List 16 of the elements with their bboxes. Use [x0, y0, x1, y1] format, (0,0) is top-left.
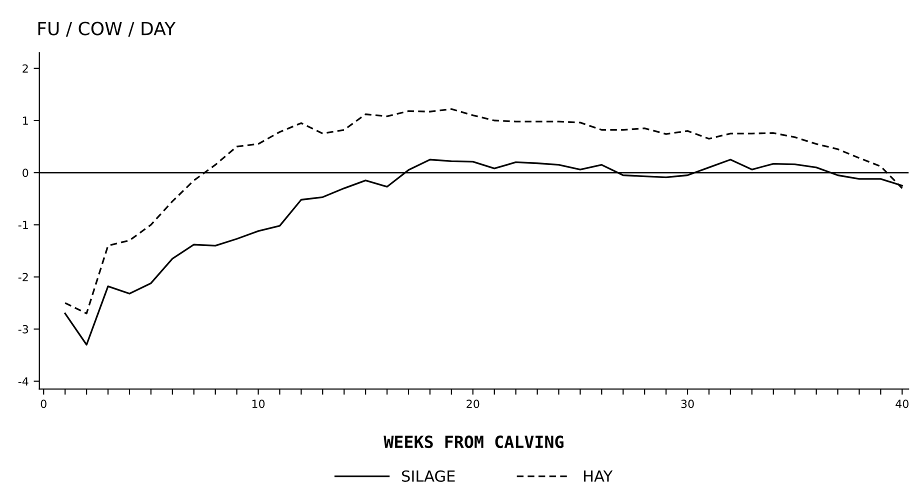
y-tick-label: -2	[18, 272, 28, 282]
x-tick-label: 40	[896, 400, 908, 408]
legend-label: SILAGE	[402, 470, 455, 482]
x-axis-title: WEEKS FROM CALVING	[384, 436, 564, 448]
y-tick-label: 0	[22, 168, 28, 178]
x-tick-label: 10	[252, 400, 265, 408]
y-tick-label: -3	[18, 325, 28, 334]
legend-label: HAY	[584, 470, 613, 482]
chart-title: FU / COW / DAY	[38, 22, 176, 37]
y-tick-label: 1	[23, 116, 28, 125]
x-tick-label: 20	[466, 400, 480, 408]
y-tick-label: -4	[18, 377, 28, 386]
y-tick-label: -1	[18, 220, 28, 230]
x-tick-label: 0	[40, 400, 46, 408]
y-tick-label: 2	[22, 64, 28, 73]
x-tick-label: 30	[681, 400, 694, 408]
